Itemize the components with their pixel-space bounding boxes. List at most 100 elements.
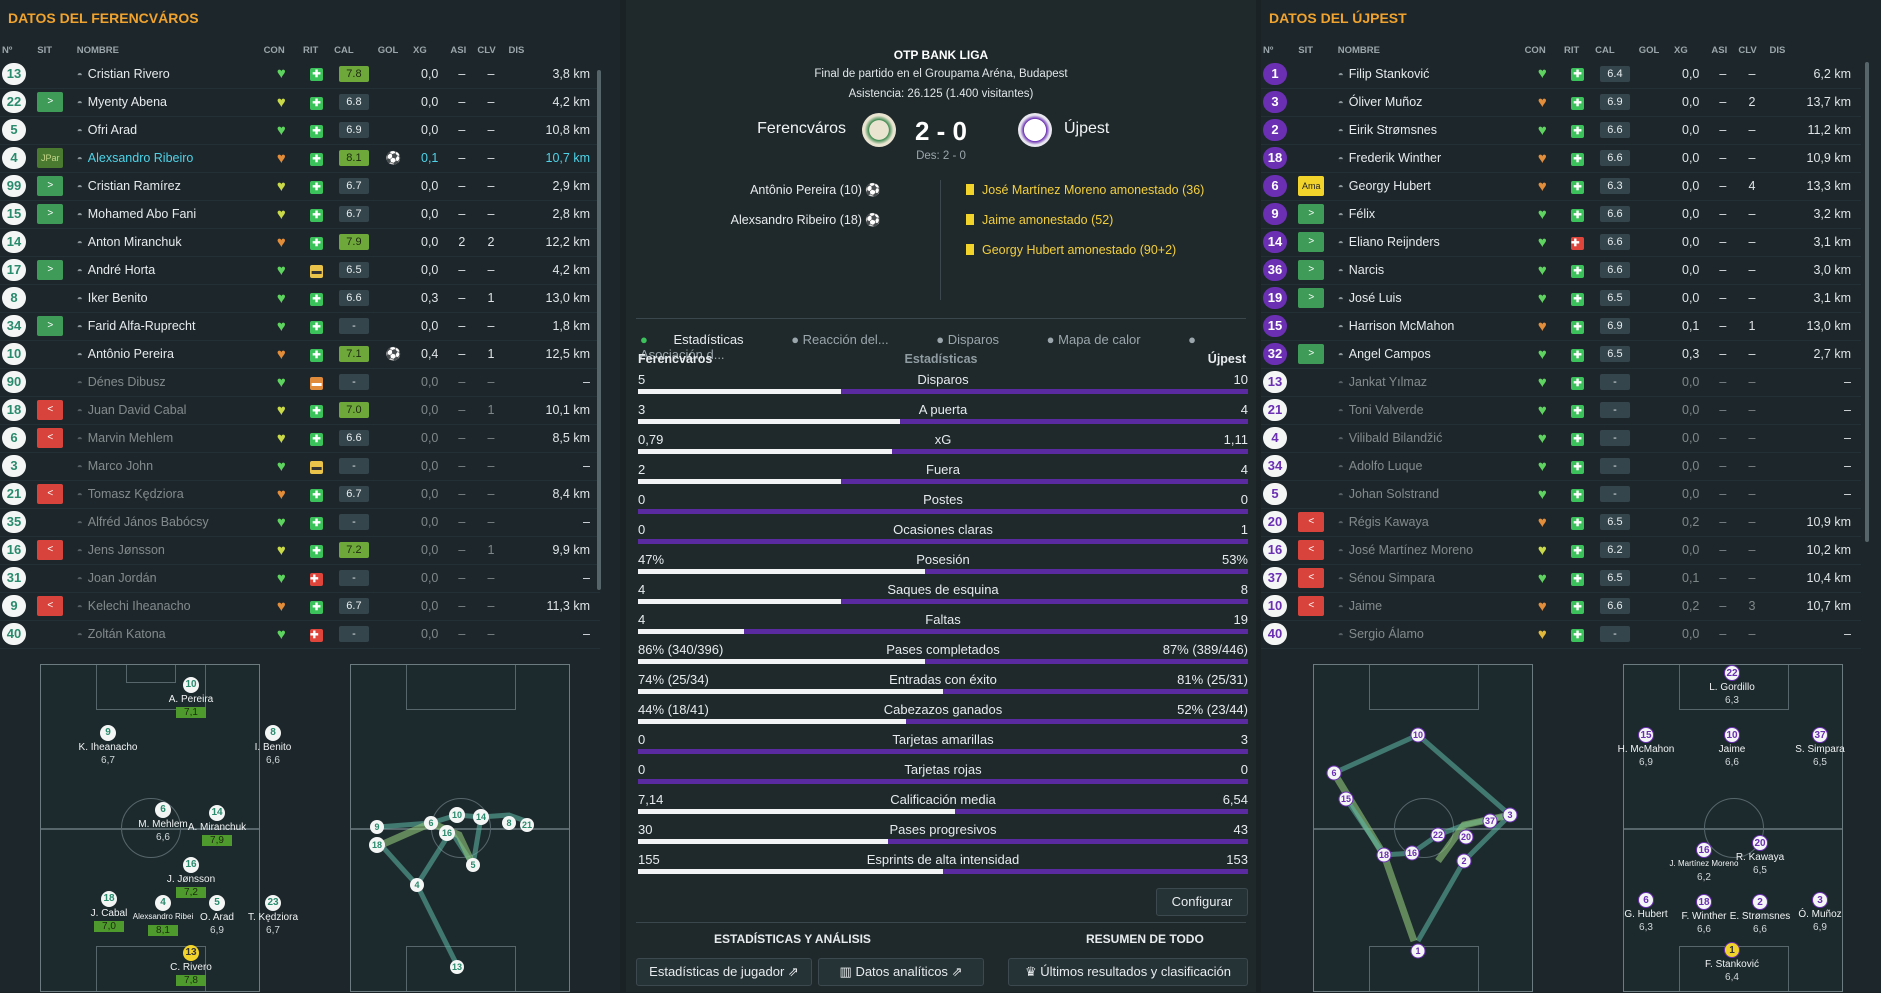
- player-row[interactable]: 16 < ◓ José Martínez Moreno ♥ ✚ 6.2 0,0 –…: [1261, 536, 1861, 565]
- player-row[interactable]: 10 < ◓ Jaime ♥ ✚ 6.6 0,2 – 3 10,7 km: [1261, 592, 1861, 621]
- player-name[interactable]: Angel Campos: [1348, 347, 1431, 361]
- formation-player-marker[interactable]: 23: [265, 895, 281, 911]
- away-team-name[interactable]: Újpest: [1064, 120, 1110, 137]
- player-name[interactable]: Cristian Ramírez: [87, 179, 181, 193]
- col-header[interactable]: CON: [1524, 44, 1546, 56]
- results-table-button[interactable]: ♛ Últimos resultados y clasificación: [1008, 958, 1248, 986]
- away-scrollbar[interactable]: [1865, 62, 1869, 542]
- col-header[interactable]: DIS: [508, 44, 525, 56]
- player-row[interactable]: 14 ◓ Anton Miranchuk ♥ ✚ 7.9 0,0 2 2 12,2…: [0, 228, 600, 257]
- formation-player-marker[interactable]: 16: [183, 857, 199, 873]
- player-name[interactable]: Toni Valverde: [1348, 403, 1424, 417]
- player-name[interactable]: Cristian Rivero: [87, 66, 170, 81]
- player-row[interactable]: 6 Ama ◓ Georgy Hubert ♥ ✚ 6.3 0,0 – 4 13,…: [1261, 172, 1861, 201]
- player-row[interactable]: 14 > ◓ Eliano Reijnders ♥ ✚ 6.6 0,0 – – 3…: [1261, 228, 1861, 257]
- player-row[interactable]: 90 ◓ Dénes Dibusz ♥ ▬ - 0,0 – – –: [0, 368, 600, 397]
- formation-player-marker[interactable]: 6: [1638, 892, 1654, 908]
- tab-disparos[interactable]: ● Disparos: [936, 332, 1000, 347]
- player-row[interactable]: 32 > ◓ Angel Campos ♥ ✚ 6.5 0,3 – – 2,7 k…: [1261, 340, 1861, 369]
- player-row[interactable]: 36 > ◓ Narcis ♥ ✚ 6.6 0,0 – – 3,0 km: [1261, 256, 1861, 285]
- formation-player-marker[interactable]: 22: [1724, 665, 1740, 681]
- player-row[interactable]: 19 > ◓ José Luis ♥ ✚ 6.5 0,0 – – 3,1 km: [1261, 284, 1861, 313]
- formation-player-marker[interactable]: 2: [1752, 894, 1768, 910]
- col-header[interactable]: ASI: [450, 44, 467, 56]
- col-header[interactable]: RIT: [1564, 44, 1580, 56]
- col-header[interactable]: NOMBRE: [1337, 44, 1380, 56]
- player-name[interactable]: Adolfo Luque: [1348, 459, 1423, 473]
- player-name[interactable]: Johan Solstrand: [1348, 487, 1440, 501]
- player-row[interactable]: 37 < ◓ Sénou Simpara ♥ ✚ 6.5 0,1 – – 10,4…: [1261, 564, 1861, 593]
- formation-player-marker[interactable]: 10: [183, 677, 199, 693]
- col-header[interactable]: XG: [1674, 44, 1688, 56]
- home-crest-icon[interactable]: [862, 113, 896, 147]
- player-row[interactable]: 6 < ◓ Marvin Mehlem ♥ ✚ 6.6 0,0 – – 8,5 k…: [0, 424, 600, 453]
- player-name[interactable]: Marco John: [87, 459, 154, 473]
- player-row[interactable]: 34 ◓ Adolfo Luque ♥ ✚ - 0,0 – – –: [1261, 452, 1861, 481]
- analytics-button[interactable]: ▥ Datos analíticos ⇗: [818, 958, 984, 986]
- tab-reaccion[interactable]: ● Reacción del...: [791, 332, 889, 347]
- col-header[interactable]: DIS: [1769, 44, 1786, 56]
- player-stats-button[interactable]: Estadísticas de jugador ⇗: [636, 958, 812, 986]
- col-header[interactable]: Nº: [1263, 44, 1274, 56]
- player-row[interactable]: 13 ◓ Jankat Yılmaz ♥ ✚ - 0,0 – – –: [1261, 368, 1861, 397]
- formation-player-marker[interactable]: 3: [1812, 892, 1828, 908]
- formation-player-marker[interactable]: 18: [1696, 894, 1712, 910]
- player-row[interactable]: 13 ◓ Cristian Rivero ♥ ✚ 7.8 0,0 – – 3,8 …: [0, 60, 600, 89]
- player-name[interactable]: Farid Alfa-Ruprecht: [87, 319, 196, 333]
- col-header[interactable]: NOMBRE: [76, 44, 119, 56]
- player-name[interactable]: Georgy Hubert: [1348, 179, 1431, 193]
- player-row[interactable]: 4 ◓ Vilibald Bilandžić ♥ ✚ - 0,0 – – –: [1261, 424, 1861, 453]
- formation-player-marker[interactable]: 10: [1724, 727, 1740, 743]
- player-row[interactable]: 5 ◓ Ofri Arad ♥ ✚ 6.9 0,0 – – 10,8 km: [0, 116, 600, 145]
- home-scrollbar[interactable]: [597, 70, 601, 590]
- player-row[interactable]: 31 ◓ Joan Jordán ♥ ✚ - 0,0 – – –: [0, 564, 600, 593]
- player-row[interactable]: 1 ◓ Filip Stanković ♥ ✚ 6.4 0,0 – – 6,2 k…: [1261, 60, 1861, 89]
- player-row[interactable]: 10 ◓ Antônio Pereira ♥ ✚ 7.1 ⚽ 0,4 – 1 12…: [0, 340, 600, 369]
- home-team-name[interactable]: Ferencváros: [757, 120, 846, 137]
- player-row[interactable]: 4 JPar ◓ Alexsandro Ribeiro ♥ ✚ 8.1 ⚽ 0,1…: [0, 144, 600, 173]
- col-header[interactable]: Nº: [2, 44, 13, 56]
- player-row[interactable]: 5 ◓ Johan Solstrand ♥ ✚ - 0,0 – – –: [1261, 480, 1861, 509]
- col-header[interactable]: XG: [413, 44, 427, 56]
- formation-player-marker[interactable]: 37: [1812, 727, 1828, 743]
- player-name[interactable]: Vilibald Bilandžić: [1348, 431, 1443, 445]
- formation-player-marker[interactable]: 20: [1752, 835, 1768, 851]
- formation-player-marker[interactable]: 15: [1638, 727, 1654, 743]
- player-row[interactable]: 9 > ◓ Félix ♥ ✚ 6.6 0,0 – – 3,2 km: [1261, 200, 1861, 229]
- player-name[interactable]: Óliver Muñoz: [1348, 95, 1423, 109]
- player-name[interactable]: Filip Stanković: [1348, 66, 1430, 81]
- formation-player-marker[interactable]: 1: [1724, 942, 1740, 958]
- player-row[interactable]: 35 ◓ Alfréd János Babócsy ♥ ✚ - 0,0 – – –: [0, 508, 600, 537]
- formation-player-marker[interactable]: 8: [265, 725, 281, 741]
- player-row[interactable]: 18 < ◓ Juan David Cabal ♥ ✚ 7.0 0,0 – 1 1…: [0, 396, 600, 425]
- player-row[interactable]: 17 > ◓ André Horta ♥ ▬ 6.5 0,0 – – 4,2 km: [0, 256, 600, 285]
- player-name[interactable]: André Horta: [87, 263, 156, 277]
- player-name[interactable]: Régis Kawaya: [1348, 515, 1429, 529]
- col-header[interactable]: CAL: [1595, 44, 1615, 56]
- player-name[interactable]: Jankat Yılmaz: [1348, 375, 1428, 389]
- player-name[interactable]: Félix: [1348, 207, 1376, 221]
- player-name[interactable]: Mohamed Abo Fani: [87, 207, 197, 221]
- formation-player-marker[interactable]: 6: [155, 802, 171, 818]
- player-name[interactable]: Sénou Simpara: [1348, 571, 1435, 585]
- player-name[interactable]: Narcis: [1348, 263, 1385, 277]
- tab-asociacion[interactable]: ● Asociación d...: [640, 332, 1197, 362]
- player-name[interactable]: Eliano Reijnders: [1348, 235, 1440, 249]
- formation-player-marker[interactable]: 14: [209, 805, 225, 821]
- player-name[interactable]: Zoltán Katona: [87, 627, 166, 641]
- player-row[interactable]: 99 > ◓ Cristian Ramírez ♥ ✚ 6.7 0,0 – – 2…: [0, 172, 600, 201]
- away-crest-icon[interactable]: [1018, 113, 1052, 147]
- player-row[interactable]: 22 > ◓ Myenty Abena ♥ ✚ 6.8 0,0 – – 4,2 k…: [0, 88, 600, 117]
- player-name[interactable]: José Martínez Moreno: [1348, 543, 1474, 557]
- player-row[interactable]: 3 ◓ Marco John ♥ ▬ - 0,0 – – –: [0, 452, 600, 481]
- player-name[interactable]: Tomasz Kędziora: [87, 487, 184, 501]
- col-header[interactable]: CLV: [477, 44, 496, 56]
- player-row[interactable]: 34 > ◓ Farid Alfa-Ruprecht ♥ ✚ - 0,0 – – …: [0, 312, 600, 341]
- player-row[interactable]: 9 < ◓ Kelechi Iheanacho ♥ ✚ 6.7 0,0 – – 1…: [0, 592, 600, 621]
- player-name[interactable]: Alexsandro Ribeiro: [87, 151, 194, 165]
- player-name[interactable]: Dénes Dibusz: [87, 375, 166, 389]
- player-name[interactable]: Anton Miranchuk: [87, 235, 182, 249]
- player-name[interactable]: José Luis: [1348, 291, 1402, 305]
- player-row[interactable]: 40 ◓ Sergio Álamo ♥ ✚ - 0,0 – – –: [1261, 620, 1861, 649]
- formation-player-marker[interactable]: 18: [101, 891, 117, 907]
